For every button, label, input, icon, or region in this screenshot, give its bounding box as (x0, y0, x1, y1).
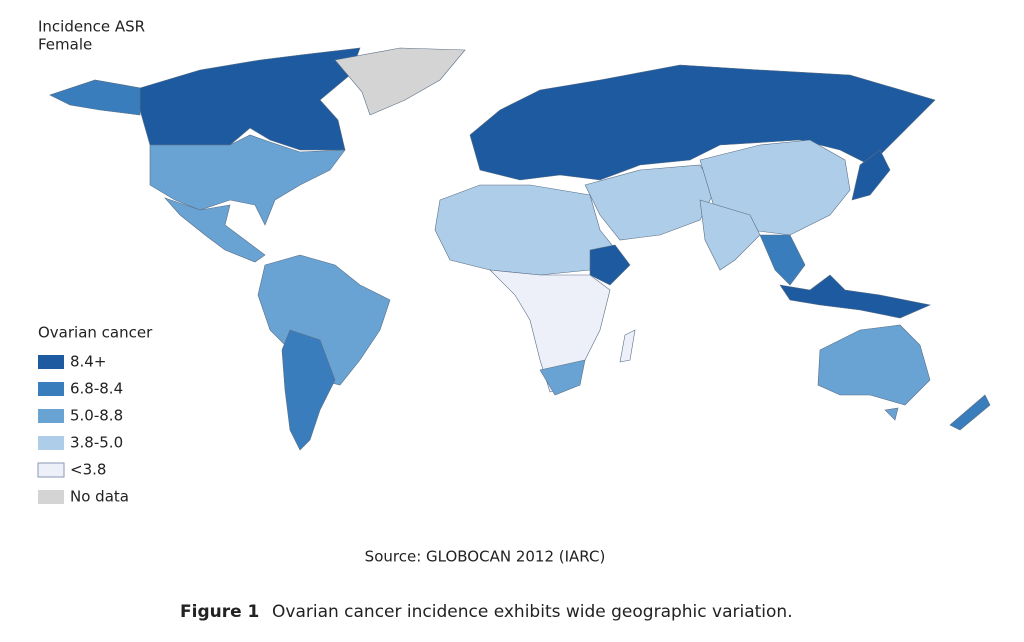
region (49, 79, 141, 116)
region (334, 47, 466, 116)
map-subtitle: Female (38, 36, 92, 54)
legend-label: 3.8-5.0 (70, 434, 123, 452)
region (584, 164, 716, 241)
map-title: Incidence ASR (38, 18, 145, 36)
region (699, 199, 761, 271)
region (539, 359, 586, 396)
caption-text: Ovarian cancer incidence exhibits wide g… (272, 602, 793, 622)
legend-swatch (38, 436, 64, 450)
region (851, 149, 891, 201)
legend: 8.4+ 6.8-8.4 5.0-8.8 3.8-5.0 <3.8 No data (37, 353, 129, 506)
region (164, 197, 266, 263)
region (589, 244, 631, 286)
world-map (49, 47, 991, 451)
region (817, 324, 931, 406)
region (619, 329, 636, 363)
region (469, 64, 936, 181)
region (149, 134, 346, 226)
legend-label: No data (70, 488, 129, 506)
legend-title: Ovarian cancer (38, 324, 153, 342)
legend-swatch (38, 382, 64, 396)
caption-label: Figure 1 (180, 602, 259, 622)
legend-swatch (38, 409, 64, 423)
source: Source: GLOBOCAN 2012 (IARC) (365, 548, 606, 566)
region (281, 329, 336, 451)
legend-label: 6.8-8.4 (70, 380, 123, 398)
legend-label: 8.4+ (70, 353, 106, 371)
legend-swatch (38, 490, 64, 504)
region (779, 274, 931, 319)
region (257, 254, 391, 386)
legend-label: <3.8 (70, 461, 106, 479)
region (759, 234, 806, 286)
legend-swatch (38, 355, 64, 369)
region (884, 407, 899, 421)
region (949, 394, 991, 431)
legend-label: 5.0-8.8 (70, 407, 123, 425)
legend-swatch (37, 462, 65, 478)
